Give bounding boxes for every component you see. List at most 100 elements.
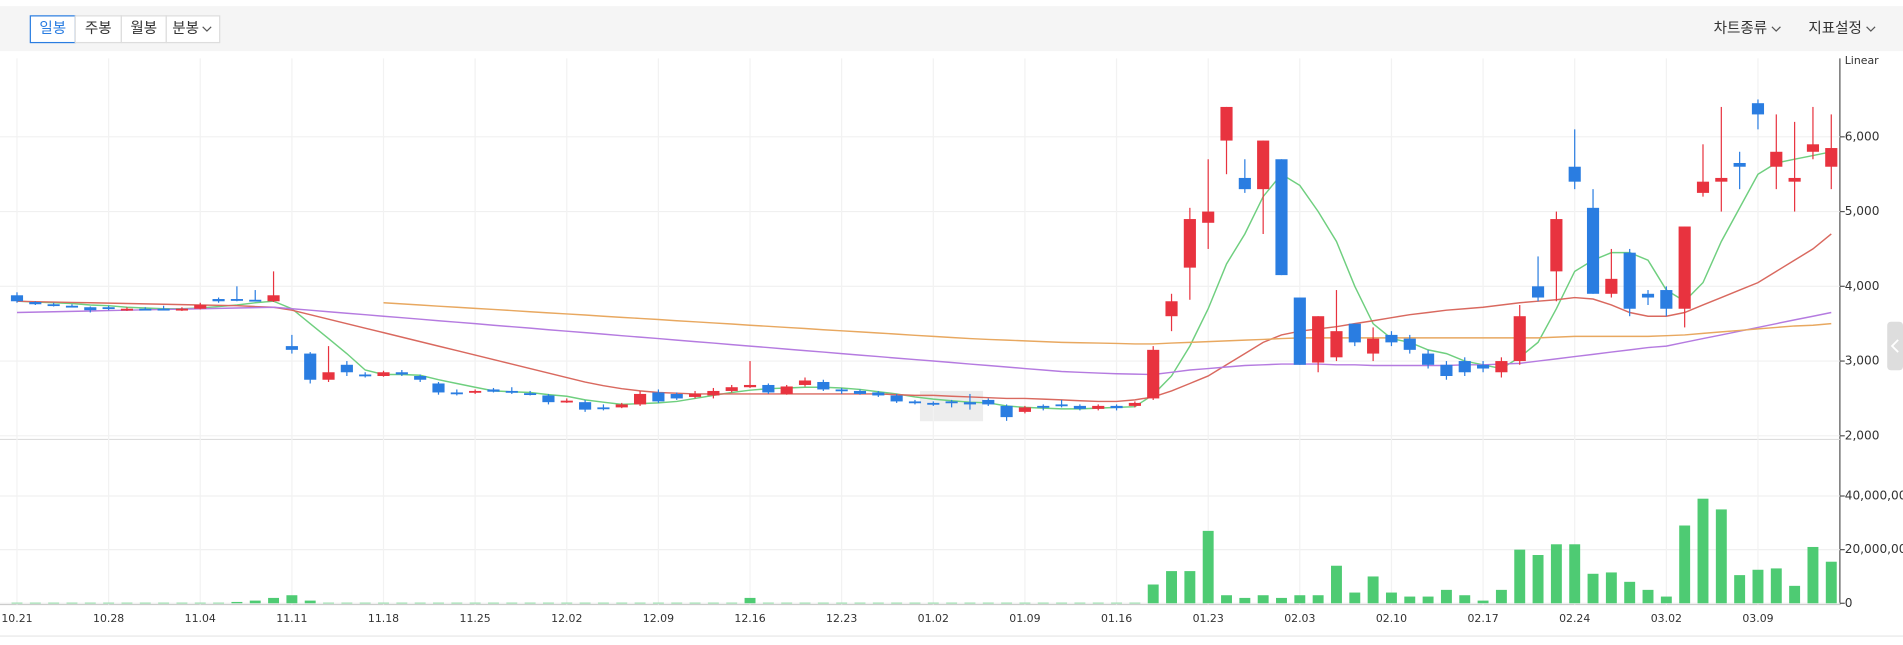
candle-body <box>1568 166 1581 182</box>
period-button[interactable] <box>120 15 167 44</box>
volume-bar <box>66 602 78 604</box>
volume-bar <box>781 602 793 604</box>
candle-body <box>1605 278 1618 294</box>
volume-bar <box>323 602 334 604</box>
y-tick-label: 4,000 <box>1845 279 1880 293</box>
period-label: 일봉 <box>39 20 66 37</box>
candle-body <box>1586 207 1600 294</box>
volume-bar <box>946 602 958 604</box>
candle-body <box>1715 177 1728 182</box>
candle-body <box>1751 103 1765 115</box>
menu-label[interactable]: 지표설정 <box>1808 20 1862 37</box>
volume-bar <box>1331 565 1342 604</box>
volume-bar <box>634 602 646 604</box>
volume-bar <box>762 602 774 604</box>
candle-body <box>1073 405 1086 409</box>
candle-body <box>560 400 573 403</box>
volume-bar <box>103 602 115 604</box>
volume-bars <box>11 498 1837 604</box>
volume-bar <box>1257 595 1269 604</box>
x-tick-label: 02.03 <box>1284 612 1315 625</box>
candle-body <box>798 380 812 385</box>
volume-bar <box>854 602 866 604</box>
x-tick-label: 01.16 <box>1101 612 1132 625</box>
candle-body <box>505 390 518 393</box>
candle-body <box>1513 316 1526 362</box>
volume-bar <box>1166 571 1177 604</box>
candle-body <box>285 346 298 350</box>
moving-average-line <box>383 302 1832 345</box>
moving-average-line <box>16 233 1832 403</box>
volume-bar <box>84 602 96 604</box>
x-tick-label: 01.09 <box>1009 612 1040 625</box>
menu-label[interactable]: 차트종류 <box>1714 20 1768 37</box>
candle-body <box>1477 364 1490 369</box>
candle-body <box>1422 353 1435 365</box>
volume-bar <box>451 602 463 604</box>
period-button[interactable] <box>165 15 221 44</box>
candle-body <box>1660 290 1673 309</box>
candle-body <box>304 353 317 380</box>
toolbar <box>0 6 1903 52</box>
volume-bar <box>872 602 884 604</box>
volume-bar <box>414 602 426 604</box>
candle-body <box>835 389 848 392</box>
volume-bar <box>194 602 206 604</box>
x-tick-label: 03.09 <box>1742 612 1773 625</box>
volume-bar <box>488 602 499 604</box>
volume-bar <box>689 602 701 604</box>
x-tick-label: 11.25 <box>460 612 491 625</box>
y2-tick-label: 0 <box>1845 596 1853 610</box>
volume-bar <box>597 602 609 604</box>
y2-tick-label: 40,000,000 <box>1845 489 1903 503</box>
x-tick-label: 10.21 <box>1 612 32 625</box>
x-tick-label: 01.02 <box>918 612 949 625</box>
candle-body <box>945 401 958 404</box>
candle-body <box>743 384 757 388</box>
candle-body <box>1202 211 1215 223</box>
x-tick-label: 11.04 <box>185 612 216 625</box>
candle-body <box>1440 364 1453 377</box>
candle-body <box>10 295 24 302</box>
candle-body <box>1623 252 1636 309</box>
volume-bar <box>268 597 280 604</box>
volume-bar <box>982 602 994 604</box>
candle-body <box>1403 338 1416 350</box>
candle-body <box>1696 181 1710 193</box>
candle-body <box>340 364 353 373</box>
volume-bar <box>1111 602 1123 604</box>
volume-bar <box>1239 597 1251 604</box>
candle-body <box>377 372 390 377</box>
volume-bar <box>1056 602 1068 604</box>
period-button[interactable] <box>29 15 76 44</box>
volume-bar <box>671 602 683 604</box>
candle-body <box>120 308 134 311</box>
volume-bar <box>652 602 664 604</box>
volume-bar <box>378 602 389 604</box>
volume-bar <box>469 602 481 604</box>
candle-body <box>1458 361 1471 373</box>
volume-bar <box>909 602 921 604</box>
candle-body <box>652 392 665 402</box>
candle-body <box>853 390 867 394</box>
volume-bar <box>1440 589 1452 604</box>
volume-bar <box>1550 544 1562 604</box>
volume-bar <box>11 602 23 604</box>
candle-body <box>1641 293 1655 298</box>
volume-bar <box>799 602 811 604</box>
volume-bar <box>1587 573 1599 604</box>
y2-tick-label: 20,000,000 <box>1845 542 1903 556</box>
candle-body <box>1055 404 1068 407</box>
volume-bar <box>891 602 903 604</box>
side-panel-toggle[interactable] <box>1887 321 1903 371</box>
volume-bar <box>744 597 756 604</box>
y-tick-label: 6,000 <box>1845 129 1880 143</box>
volume-bar <box>542 602 554 604</box>
candle-body <box>1348 323 1361 343</box>
candle-body <box>194 304 207 309</box>
volume-bar <box>139 602 151 604</box>
volume-bar <box>836 602 848 604</box>
candle-body <box>359 374 372 377</box>
candle-body <box>542 395 555 403</box>
